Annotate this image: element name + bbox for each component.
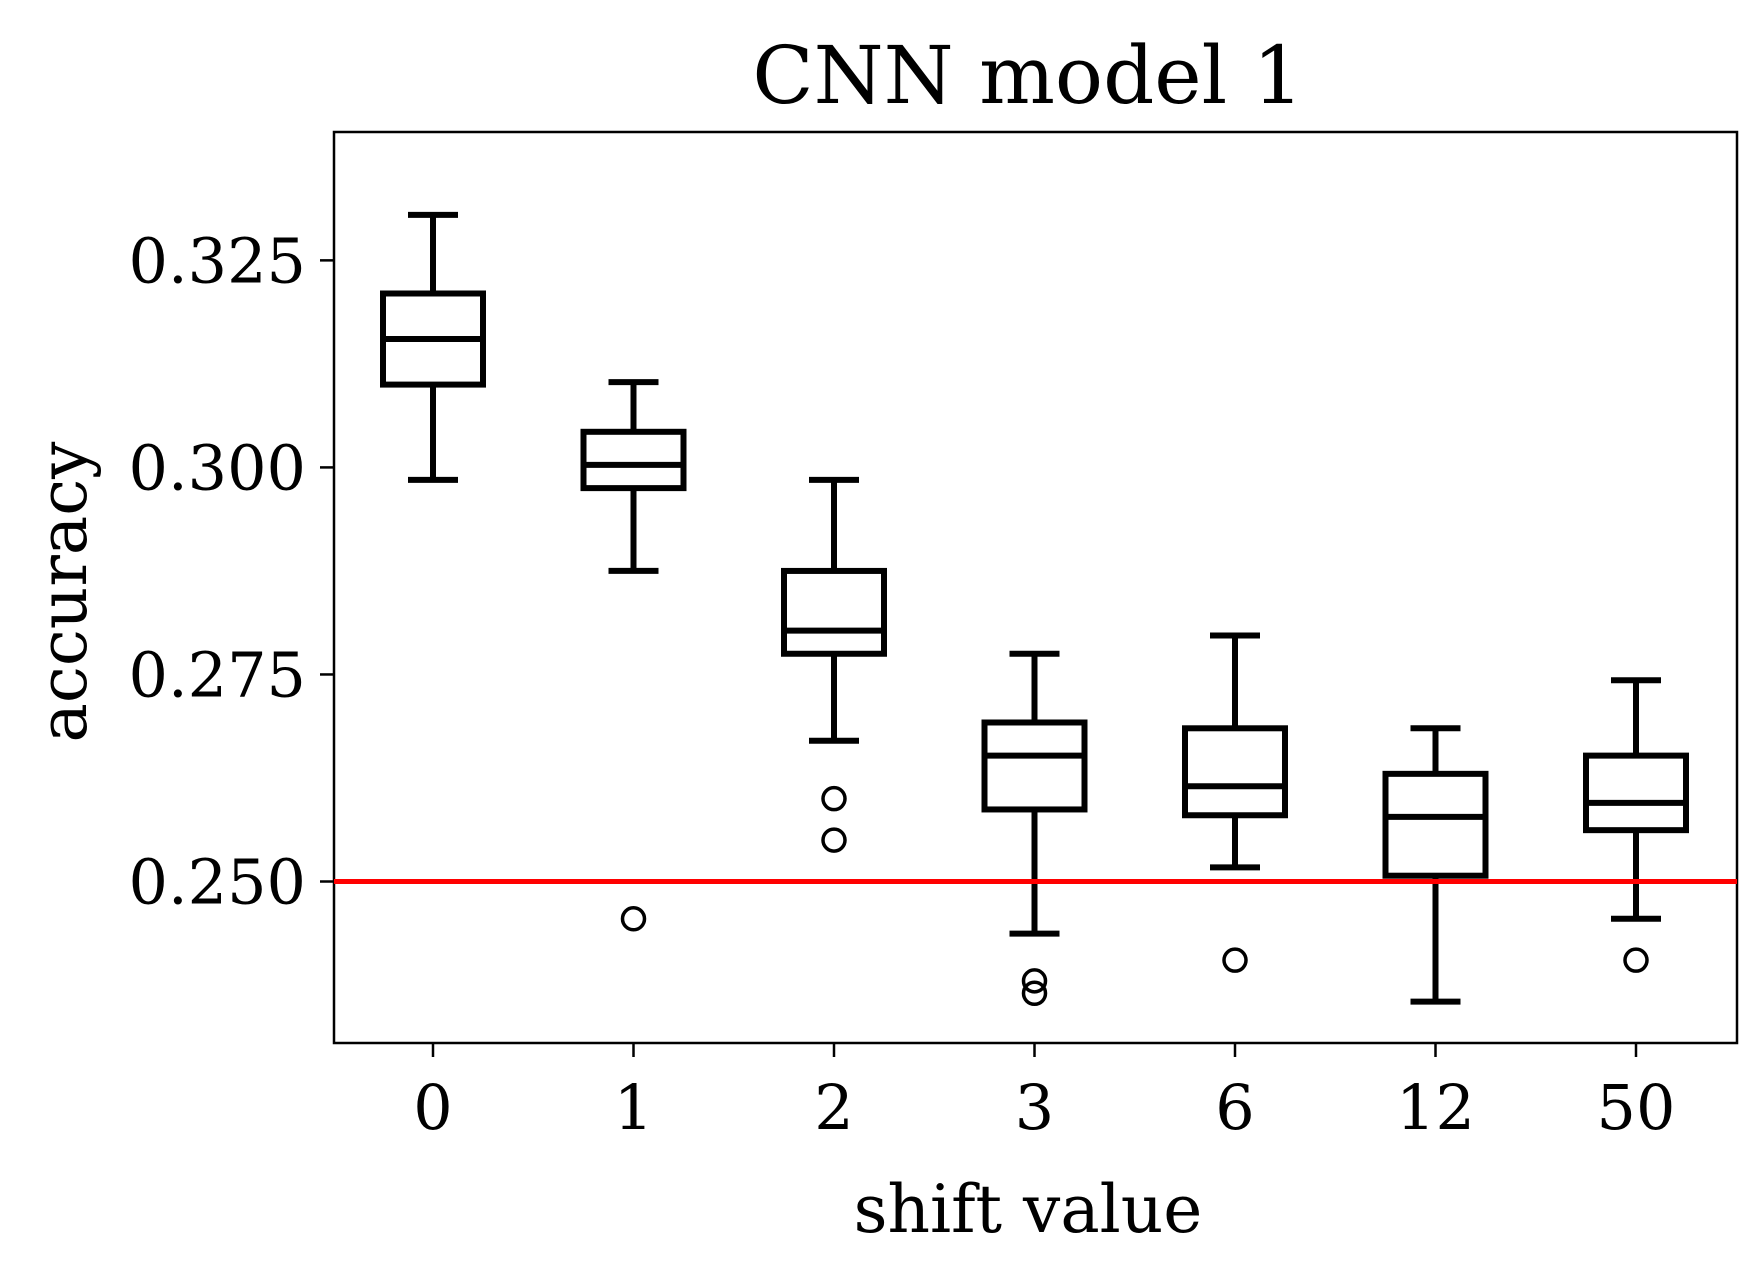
- x-tick-label: 12: [1396, 1071, 1475, 1144]
- outlier-point: [821, 785, 847, 812]
- box-6: [1182, 632, 1288, 973]
- y-tick-label: 0.325: [129, 224, 307, 297]
- y-tick-label: 0.300: [129, 431, 307, 504]
- outlier-point: [1021, 968, 1048, 994]
- iqr-box: [981, 719, 1088, 813]
- outlier-point: [1021, 980, 1048, 1007]
- y-axis-label: accuracy: [25, 441, 102, 743]
- chart-title: CNN model 1: [752, 29, 1303, 122]
- x-tick-label: 1: [614, 1071, 653, 1144]
- box-50: [1583, 677, 1689, 973]
- y-tick-label: 0.275: [129, 638, 307, 711]
- x-tick-label: 2: [814, 1071, 853, 1144]
- outlier-point: [620, 906, 647, 932]
- iqr-box: [781, 567, 887, 657]
- iqr-box: [1182, 725, 1288, 819]
- box-0: [380, 211, 486, 483]
- box-3: [981, 650, 1088, 1007]
- outlier-point: [1222, 947, 1248, 973]
- x-tick-label: 6: [1215, 1071, 1254, 1144]
- iqr-box: [580, 428, 687, 492]
- x-tick-label: 0: [413, 1071, 452, 1144]
- y-tick-label: 0.250: [129, 846, 307, 919]
- box-2: [781, 476, 887, 853]
- outlier-point: [1623, 947, 1649, 973]
- box-1: [580, 379, 687, 932]
- x-tick-label: 50: [1597, 1071, 1676, 1144]
- outlier-point: [821, 827, 847, 853]
- x-axis-label: shift value: [854, 1171, 1203, 1248]
- box-12: [1382, 725, 1489, 1005]
- x-tick-label: 3: [1015, 1071, 1054, 1144]
- iqr-box: [1583, 752, 1689, 834]
- iqr-box: [1382, 770, 1489, 879]
